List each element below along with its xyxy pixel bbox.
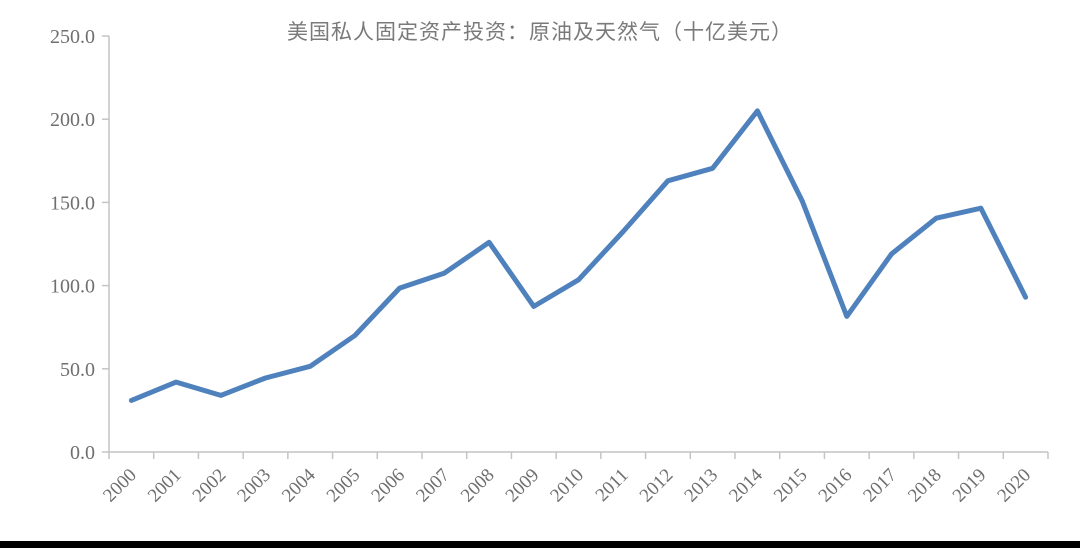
x-tick-label: 2005 [323,465,365,507]
x-tick-label: 2008 [457,465,499,507]
x-tick-label: 2012 [636,465,678,507]
x-tick-label: 2015 [770,465,812,507]
x-tick-label: 2017 [859,465,901,507]
bottom-border-bar [0,541,1080,548]
x-tick-label: 2002 [189,465,231,507]
x-tick-label: 2010 [546,465,588,507]
y-tick-label: 250.0 [50,26,95,48]
x-tick-label: 2000 [99,465,141,507]
x-tick-label: 2007 [412,465,454,507]
y-tick-label: 0.0 [70,442,95,464]
x-tick-label: 2016 [815,465,857,507]
y-tick-label: 100.0 [50,276,95,298]
x-tick-label: 2004 [278,464,320,506]
x-tick-label: 2011 [592,465,633,506]
x-tick-label: 2020 [993,465,1035,507]
x-tick-label: 2003 [233,465,275,507]
chart-title: 美国私人固定资产投资：原油及天然气（十亿美元） [287,20,793,44]
x-tick-label: 2006 [367,465,409,507]
y-tick-label: 150.0 [50,192,95,214]
x-tick-label: 2014 [725,464,767,506]
x-tick-label: 2018 [904,465,946,507]
x-tick-label: 2013 [680,465,722,507]
x-tick-label: 2019 [949,465,991,507]
x-tick-label: 2001 [144,465,186,507]
y-tick-label: 200.0 [50,109,95,131]
x-tick-label: 2009 [502,465,544,507]
data-series-line [128,108,1029,403]
y-tick-label: 50.0 [60,359,95,381]
